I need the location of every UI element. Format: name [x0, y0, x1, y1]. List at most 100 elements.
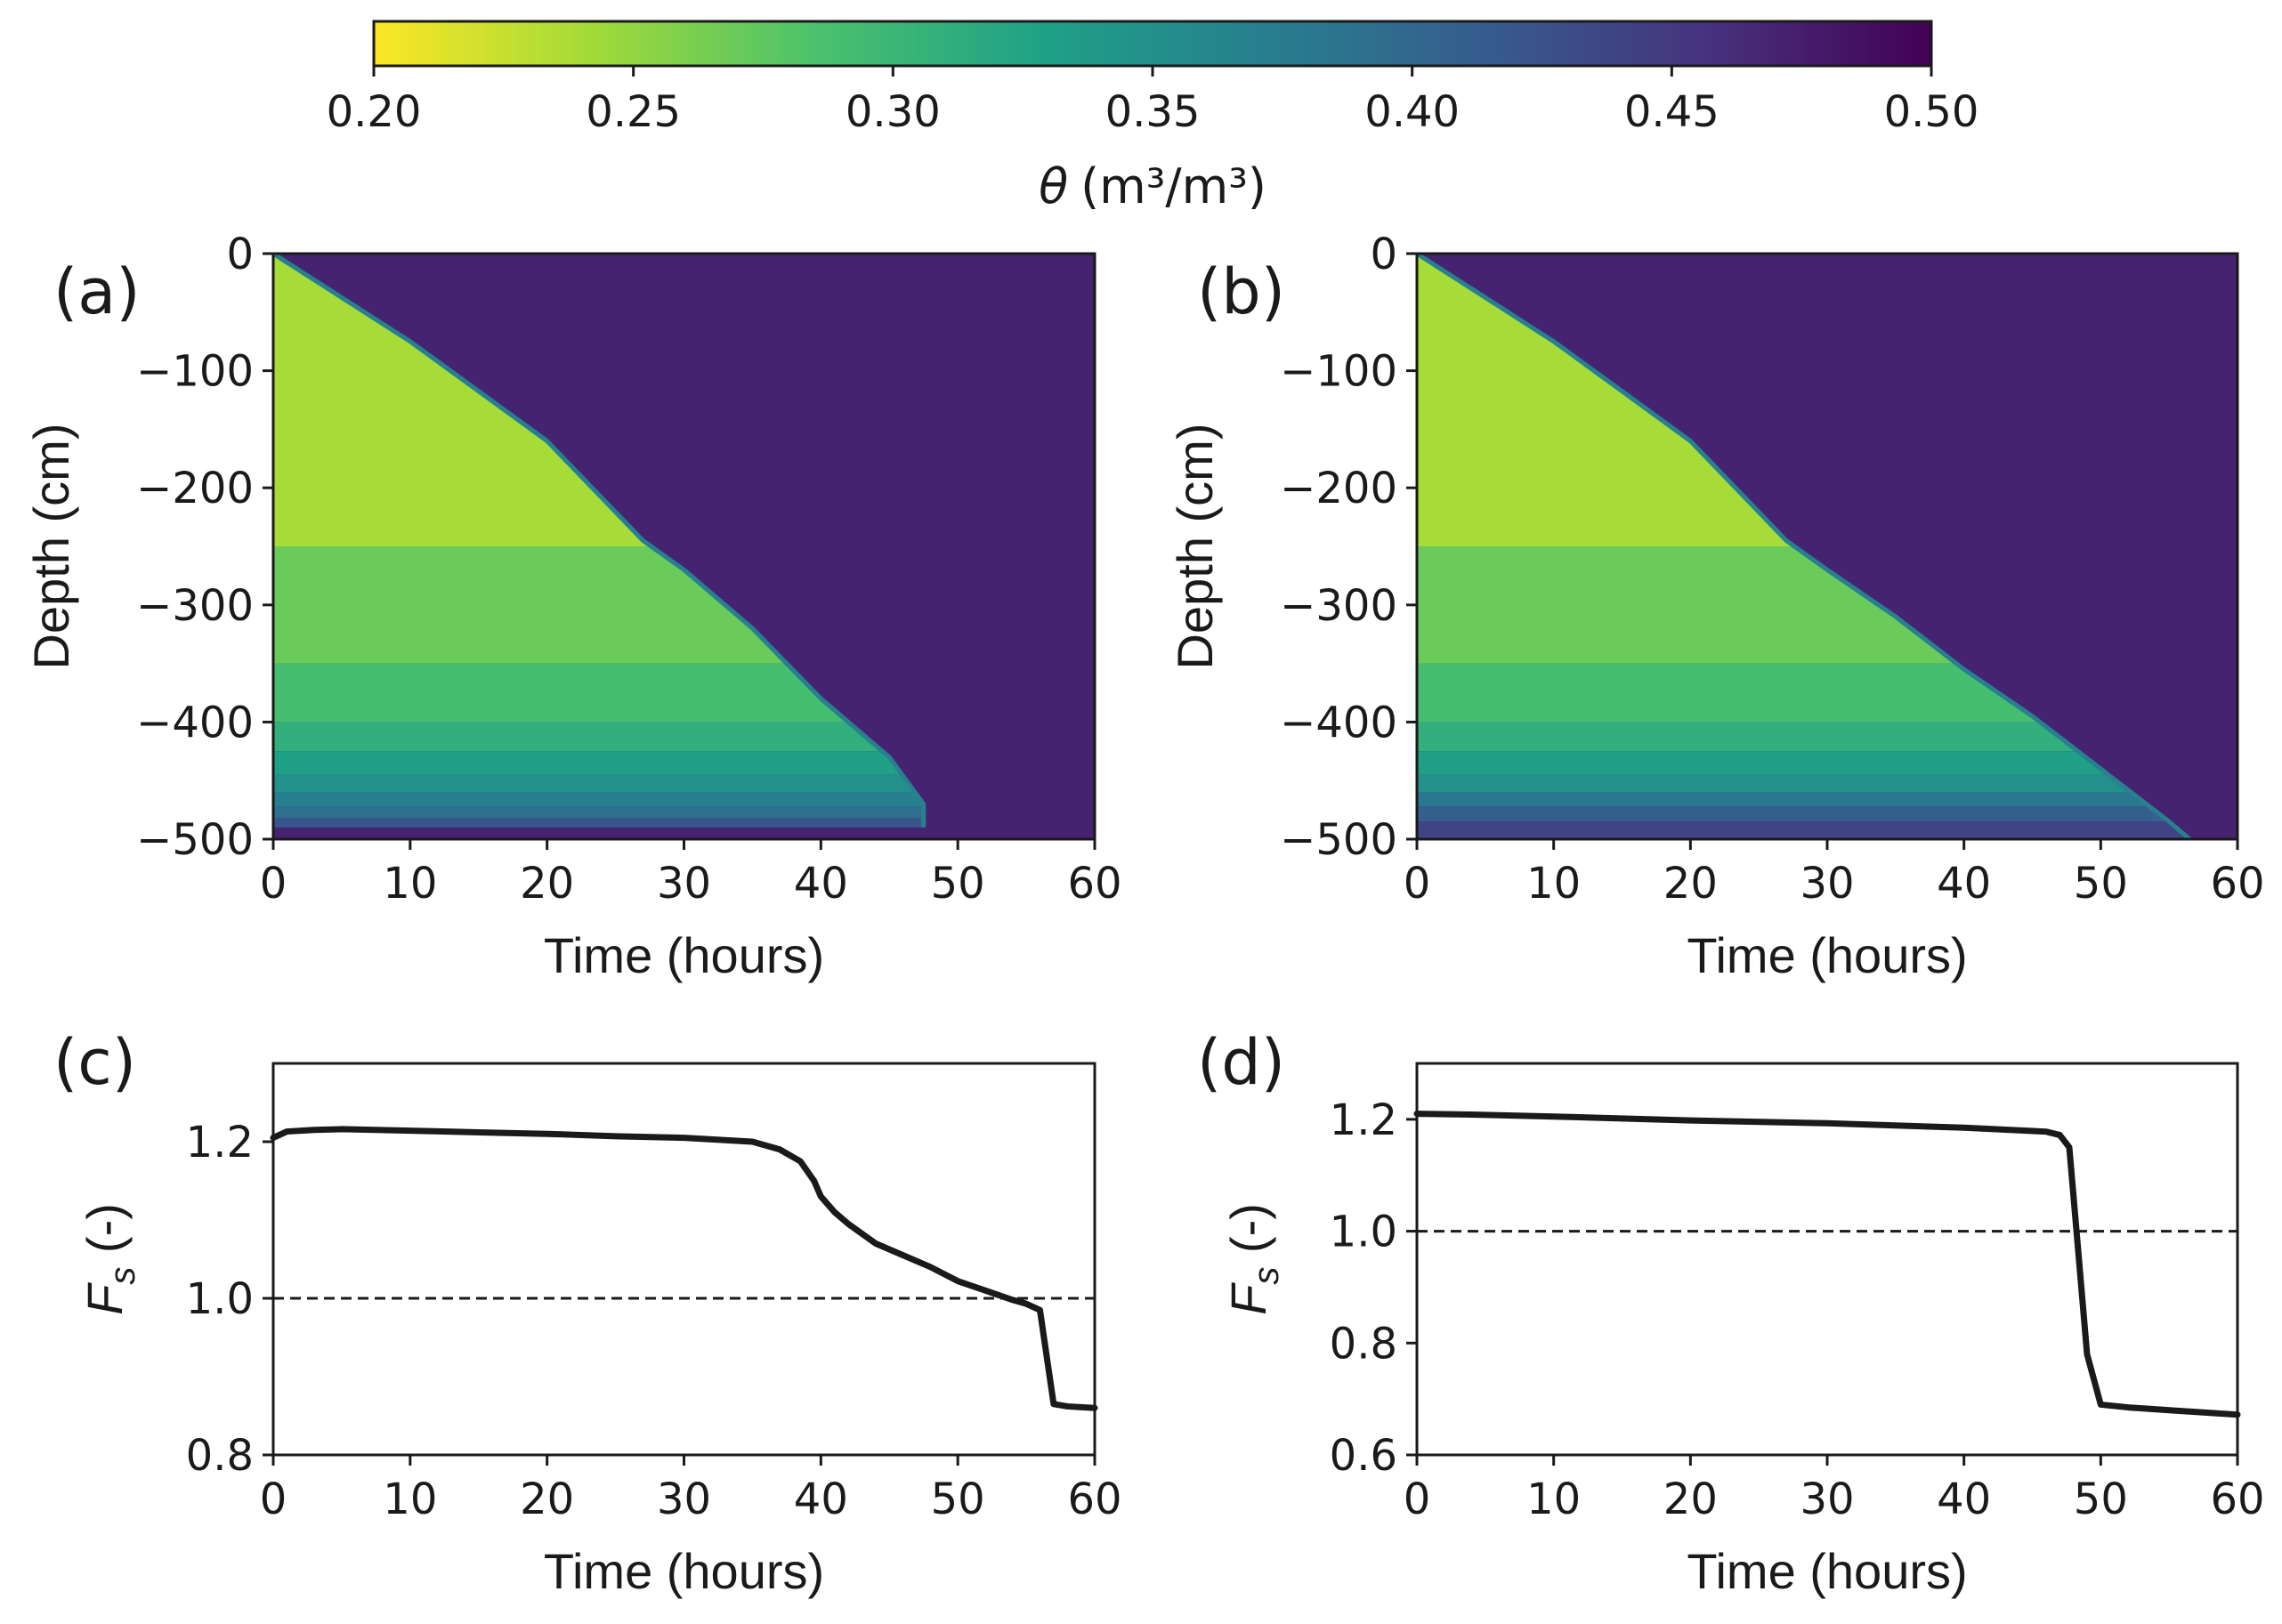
soil-layer-band [1417, 792, 2190, 807]
x-tick-label: 20 [520, 859, 574, 909]
y-tick-label: 0 [226, 230, 254, 279]
y-axis-label-sub: s [1247, 1267, 1286, 1285]
y-tick-label: −500 [136, 815, 254, 865]
soil-layer-band [273, 818, 924, 828]
x-axis-label: Time (hours) [544, 927, 824, 983]
soil-layer-band [1417, 806, 2190, 822]
y-axis-label: Fs (-) [1220, 1203, 1286, 1315]
x-tick-label: 20 [520, 1475, 574, 1524]
fs-series-line [270, 1126, 1098, 1411]
x-tick-label: 50 [2074, 859, 2128, 909]
x-tick-label: 60 [2210, 859, 2264, 909]
y-axis-label: Depth (cm) [1167, 424, 1223, 670]
x-tick-label: 40 [794, 1475, 848, 1524]
soil-layer-band [1417, 774, 2190, 793]
soil-layer-band [1417, 751, 2190, 775]
x-tick-label: 10 [383, 1475, 437, 1524]
colorbar-label-symbol: θ [1039, 158, 1068, 214]
x-tick-label: 50 [931, 1475, 985, 1524]
heatmap-area [1417, 254, 2237, 839]
colorbar-label-unit: (m³/m³) [1080, 158, 1266, 214]
x-axis-label: Time (hours) [1687, 1543, 1967, 1599]
x-tick-label: 40 [1937, 1475, 1991, 1524]
soil-layer-band [273, 722, 924, 752]
x-axis-label: Time (hours) [544, 1543, 824, 1599]
y-tick-label: −200 [1280, 464, 1397, 513]
colorbar-ticks: 0.20 0.25 0.30 0.35 0.40 0.45 0.50 [327, 66, 1979, 137]
y-axis-label-suffix: (-) [1220, 1203, 1276, 1267]
y-tick-label: 0.8 [1330, 1319, 1397, 1369]
y-tick-label: 1.2 [186, 1118, 254, 1168]
y-axis-label-suffix: (-) [77, 1203, 133, 1267]
x-tick-label: 60 [1067, 1475, 1121, 1524]
y-tick-label: 1.0 [1330, 1208, 1397, 1257]
panel-letter: (b) [1197, 255, 1285, 328]
colorbar-tick-label: 0.25 [586, 87, 681, 137]
wetting-front [1417, 254, 2191, 839]
panel-d: 0 10 20 30 40 50 60 0.6 0.8 1.0 1.2 Time (hours) (d)… [1197, 1026, 2265, 1599]
soil-layer-band [273, 792, 924, 807]
y-tick-label: −500 [1280, 815, 1397, 865]
y-tick-label: −200 [136, 464, 254, 513]
wetting-front [273, 254, 927, 828]
x-tick-label: 0 [1404, 859, 1431, 909]
colorbar-tick-label: 0.40 [1364, 87, 1460, 137]
y-tick-label: 0 [1370, 230, 1397, 279]
axes-frame [271, 1062, 1096, 1457]
y-tick-label: 1.2 [1330, 1095, 1397, 1145]
y-axis-label: Fs (-) [77, 1203, 142, 1315]
x-tick-label: 10 [1526, 1475, 1581, 1524]
panel-c: 0 10 20 30 40 50 60 0.8 1.0 1.2 Time (hours) (c) Fs … [53, 1026, 1122, 1599]
axes-frame [1415, 1062, 2239, 1457]
y-tick-label: −100 [136, 347, 254, 397]
colorbar-tick-label: 0.45 [1624, 87, 1720, 137]
y-tick-label: −100 [1280, 347, 1397, 397]
y-axis-label-sub: s [103, 1267, 142, 1285]
x-tick-label: 30 [1800, 1475, 1854, 1524]
x-tick-label: 60 [2210, 1475, 2264, 1524]
panel-a: 0 10 20 30 40 50 60 0 −100 −200 −300 −400 −500 Time (… [23, 230, 1122, 983]
x-tick-label: 0 [1404, 1475, 1431, 1524]
axes-frame [271, 252, 1096, 841]
panel-letter: (c) [53, 1026, 136, 1099]
y-axis-label-main: F [77, 1282, 133, 1315]
heatmap-area [273, 254, 1095, 839]
x-tick-label: 50 [2074, 1475, 2128, 1524]
y-axis-label: Depth (cm) [23, 424, 79, 670]
fs-series-line [1413, 1111, 2241, 1418]
x-tick-label: 0 [260, 1475, 287, 1524]
x-tick-label: 40 [1937, 859, 1991, 909]
soil-layer-band [273, 827, 924, 839]
x-tick-label: 10 [1526, 859, 1581, 909]
y-tick-label: −300 [136, 581, 254, 631]
soil-layer-band [273, 774, 924, 793]
y-tick-label: −400 [1280, 698, 1397, 747]
panel-b: 0 10 20 30 40 50 60 0 −100 −200 −300 −400 −500 Time (… [1167, 230, 2265, 983]
x-tick-label: 0 [260, 859, 287, 909]
colorbar-gradient [372, 20, 1933, 68]
y-tick-label: 0.8 [186, 1431, 254, 1481]
y-axis-label-main: F [1220, 1282, 1276, 1315]
x-tick-label: 20 [1663, 1475, 1718, 1524]
colorbar-tick-label: 0.35 [1105, 87, 1201, 137]
y-tick-label: −400 [136, 698, 254, 747]
axes-frame [1415, 252, 2239, 841]
y-tick-label: −300 [1280, 581, 1397, 631]
colorbar-tick-label: 0.50 [1884, 87, 1979, 137]
colorbar: 0.20 0.25 0.30 0.35 0.40 0.45 0.50 θ (m³/m³) [327, 20, 1979, 214]
x-tick-label: 60 [1067, 859, 1121, 909]
panel-letter: (a) [53, 255, 141, 328]
x-tick-label: 30 [657, 1475, 711, 1524]
colorbar-tick-label: 0.30 [846, 87, 941, 137]
y-tick-label: 1.0 [186, 1274, 254, 1324]
panel-letter: (d) [1197, 1026, 1285, 1099]
x-tick-label: 30 [1800, 859, 1854, 909]
x-tick-label: 20 [1663, 859, 1718, 909]
x-axis-label: Time (hours) [1687, 927, 1967, 983]
soil-layer-band [273, 806, 924, 819]
x-tick-label: 50 [931, 859, 985, 909]
colorbar-tick-label: 0.20 [327, 87, 422, 137]
y-tick-label: 0.6 [1330, 1431, 1397, 1481]
soil-layer-band [1417, 821, 2190, 839]
